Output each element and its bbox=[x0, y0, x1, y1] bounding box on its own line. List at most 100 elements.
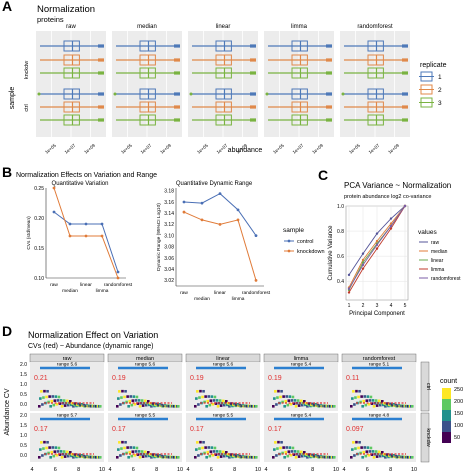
box-outliers bbox=[174, 92, 180, 96]
range-label: range 5.4 bbox=[291, 413, 312, 419]
hexbin-cell bbox=[362, 399, 365, 403]
panel-a-title: Normalization bbox=[37, 4, 95, 15]
hexbin-cell bbox=[368, 399, 372, 402]
colorbar-tick-label: 100 bbox=[454, 423, 463, 429]
hexbin-cell bbox=[52, 454, 56, 458]
x-tick-label: 6 bbox=[54, 467, 57, 473]
hexbin-cell bbox=[133, 453, 137, 457]
x-tick-label: median bbox=[62, 288, 78, 294]
x-tick-label: randomforest bbox=[104, 282, 133, 288]
hexbin-cell bbox=[296, 450, 300, 453]
hexbin-cell bbox=[56, 399, 60, 402]
box-outlier-point bbox=[341, 92, 345, 96]
hexbin-cell bbox=[226, 454, 229, 458]
hexbin-cell bbox=[208, 454, 212, 458]
hexbin-cell bbox=[195, 397, 198, 400]
hexbin-cell bbox=[48, 446, 51, 449]
hexbin-cell bbox=[47, 451, 50, 455]
hexbin-cell bbox=[195, 448, 198, 451]
hexbin-cell bbox=[60, 456, 64, 459]
hexbin-cell bbox=[291, 446, 295, 450]
hexbin-cell bbox=[275, 403, 278, 406]
y-tick-label: 3.08 bbox=[164, 245, 174, 251]
panel-b-legend-title: sample bbox=[283, 227, 304, 234]
hexbin-cell bbox=[57, 446, 61, 450]
hexbin-cell bbox=[45, 395, 48, 399]
hexbin-cell bbox=[371, 399, 375, 402]
box-outliers bbox=[98, 92, 104, 96]
hexbin-cell bbox=[374, 399, 378, 402]
box-outlier-point bbox=[265, 92, 269, 96]
box-iqr bbox=[367, 88, 384, 100]
panel-a-group-knckdw: knckdw bbox=[24, 61, 30, 79]
box-outlier-point bbox=[113, 92, 117, 96]
x-tick-label: 6 bbox=[132, 467, 135, 473]
hexbin-cell bbox=[70, 403, 73, 407]
hexbin-cell bbox=[209, 450, 213, 453]
colorbar-tick-label: 150 bbox=[454, 411, 463, 417]
hexbin-cell bbox=[48, 395, 51, 398]
hexbin-cell bbox=[199, 389, 202, 393]
x-tick-label: 8 bbox=[389, 467, 392, 473]
row-strip-label-ctrl: ctrl bbox=[425, 383, 431, 390]
chart-title: Quantitative Dynamic Range bbox=[176, 181, 253, 187]
hexbin-cell bbox=[311, 453, 314, 457]
hexbin-cell bbox=[204, 395, 207, 398]
hexbin-cell bbox=[124, 389, 127, 393]
x-tick-label: 1e+07 bbox=[140, 143, 153, 155]
hexbin-cell bbox=[283, 405, 286, 408]
hexbin-cell bbox=[144, 403, 148, 407]
hexbin-cell bbox=[41, 454, 44, 457]
hexbin-cell bbox=[43, 389, 46, 393]
series-line-control bbox=[53, 211, 119, 273]
box-outliers bbox=[98, 58, 104, 62]
x-tick-label: 1e+07 bbox=[64, 143, 77, 155]
range-label: range 4.8 bbox=[369, 413, 390, 419]
hexbin-cell bbox=[213, 395, 217, 399]
hexbin-cell bbox=[50, 450, 53, 454]
y-axis-label: CVs (std/mean) bbox=[26, 216, 32, 250]
hexbin-cell bbox=[202, 440, 205, 444]
cv-value-label: 0.17 bbox=[112, 426, 126, 433]
data-point-control bbox=[100, 222, 104, 226]
x-tick-label: 1 bbox=[348, 303, 351, 309]
hexbin-cell bbox=[299, 450, 303, 454]
hexbin-cell bbox=[370, 453, 374, 456]
x-tick-label: 6 bbox=[210, 467, 213, 473]
range-label: range 5.4 bbox=[291, 362, 312, 368]
hexbin-cell bbox=[306, 456, 309, 459]
panel-d: D Normalization Effect on Variation CVs … bbox=[2, 323, 463, 473]
legend-label-raw: raw bbox=[431, 240, 439, 246]
hexbin-cell bbox=[150, 405, 153, 408]
hexbin-cell bbox=[215, 399, 219, 402]
data-point-knockdown bbox=[218, 223, 222, 226]
y-tick-label: 1.5 bbox=[20, 423, 27, 429]
box-outliers bbox=[402, 58, 408, 62]
hexbin-cell bbox=[51, 395, 55, 398]
hexbin-cell bbox=[143, 399, 147, 403]
box-iqr bbox=[63, 114, 80, 126]
hexbin-cell bbox=[286, 454, 290, 458]
panel-a-y-label: sample bbox=[9, 87, 16, 110]
hexbin-cell bbox=[124, 440, 127, 444]
hexbin-cell bbox=[136, 453, 140, 456]
hexbin-cell bbox=[297, 455, 301, 458]
hexbin-cell bbox=[131, 399, 135, 402]
hexbin-cell bbox=[292, 402, 296, 405]
hexbin-cell bbox=[143, 450, 147, 454]
data-point-median bbox=[375, 239, 379, 243]
data-point-control bbox=[218, 192, 222, 196]
data-point-raw bbox=[347, 273, 351, 277]
x-tick-label: 10 bbox=[177, 467, 183, 473]
hexbin-cell bbox=[351, 448, 354, 451]
box-iqr bbox=[291, 114, 308, 126]
box-iqr bbox=[367, 114, 384, 126]
hexbin-cell bbox=[363, 395, 367, 398]
panel-d-y-label: Abundance CV bbox=[4, 388, 11, 435]
hexbin-cell bbox=[366, 446, 370, 449]
hexbin-cell bbox=[117, 448, 120, 451]
hexbin-cell bbox=[130, 403, 134, 407]
data-point-raw bbox=[389, 217, 393, 220]
hexbin-cell bbox=[350, 456, 353, 459]
